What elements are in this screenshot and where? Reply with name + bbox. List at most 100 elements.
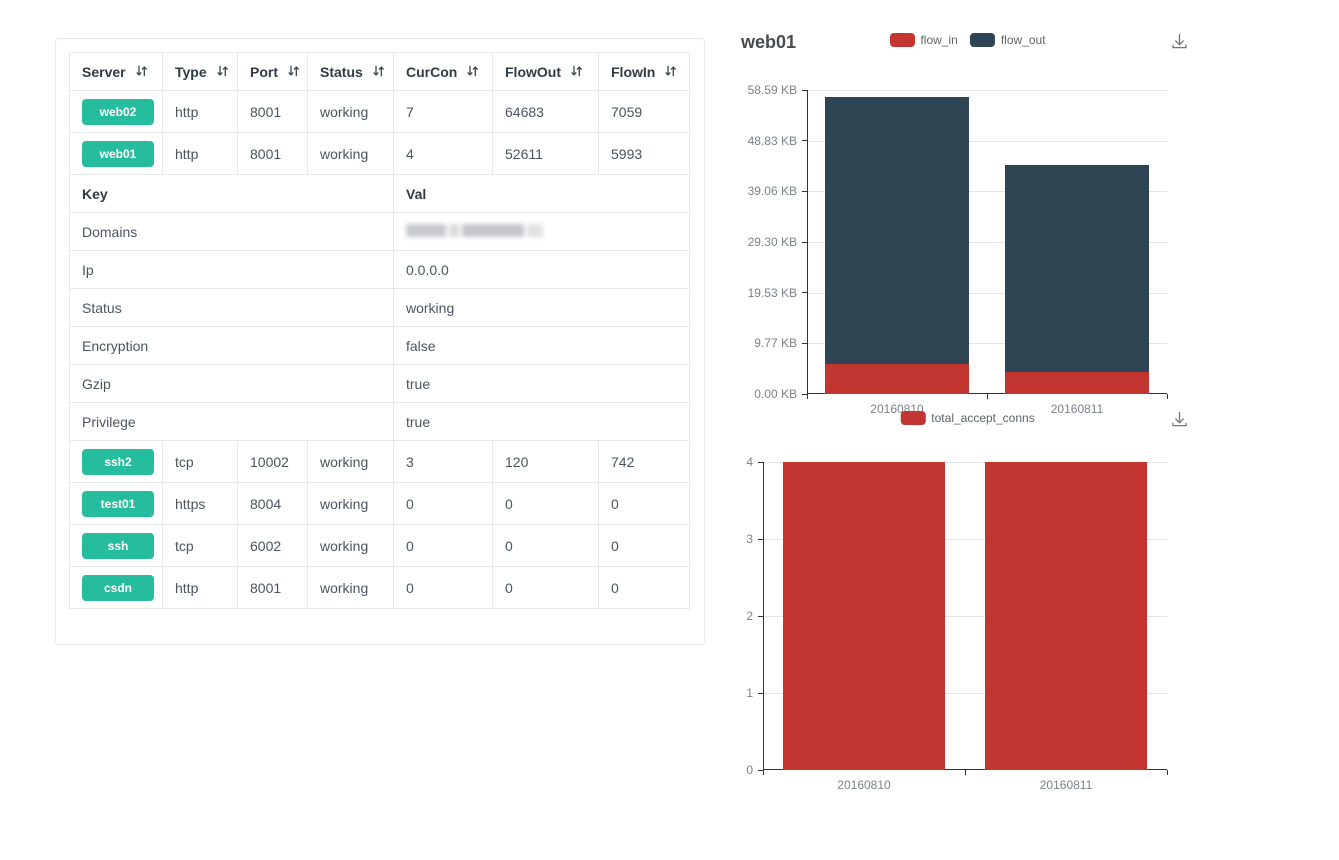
download-icon[interactable] [1171,33,1188,55]
y-axis-line [807,90,808,394]
bar-flow_out-20160810[interactable] [825,97,969,364]
port-cell: 8001 [237,90,308,133]
flowout-cell: 120 [492,440,599,483]
column-header-label: CurCon [406,63,458,80]
server-badge[interactable]: web01 [82,140,154,167]
y-axis-tick-label: 39.06 KB [747,184,797,199]
flowin-cell: 0 [598,524,690,567]
x-axis-tick [1166,394,1168,399]
y-axis-tick [758,692,763,694]
y-axis-tick [758,461,763,463]
gridline [763,693,1167,694]
bar-total_accept_conns-20160810[interactable] [783,462,945,770]
sort-icon[interactable] [287,64,300,80]
type-cell: http [162,132,238,175]
sort-icon[interactable] [466,64,479,80]
status-cell: working [307,524,394,567]
curcon-cell: 4 [393,132,493,175]
y-axis-tick [758,769,763,771]
server-badge[interactable]: web02 [82,98,154,125]
server-cell: web01 [69,132,163,175]
key-val-row: Gzip true [69,364,690,403]
sort-icon[interactable] [372,64,385,80]
legend-label: flow_out [1000,33,1046,47]
legend-item-flow_in[interactable]: flow_in [889,33,958,47]
gridline [807,140,1167,142]
column-header-server[interactable]: Server [69,52,163,91]
status-cell: working [307,90,394,133]
y-axis-tick-label: 58.59 KB [747,83,797,97]
val-cell: true [393,402,690,441]
server-cell: csdn [69,566,163,609]
key-cell: Gzip [69,364,394,403]
val-cell: working [393,288,690,327]
table-row: ssh tcp 6002 working 0 0 0 [69,524,690,567]
key-val-row: Encryption false [69,326,690,365]
y-axis-tick [802,292,807,294]
column-header-type[interactable]: Type [162,52,238,91]
val-cell: false [393,326,690,365]
flowin-cell: 0 [598,566,690,609]
x-axis-tick [806,394,808,399]
column-header-label: Status [320,63,363,80]
sort-icon[interactable] [135,64,148,80]
chart-title: web01 [741,32,797,52]
sort-icon[interactable] [664,64,677,80]
x-axis-tick [964,770,966,775]
val-header: Val [393,174,690,213]
column-header-flowout[interactable]: FlowOut [492,52,599,91]
sort-icon[interactable] [216,64,229,80]
y-axis-tick-label: 0 [746,763,753,777]
server-badge[interactable]: ssh2 [82,448,154,475]
column-header-label: FlowIn [611,63,656,80]
flowout-cell: 52611 [492,132,599,175]
y-axis-tick [758,615,763,617]
server-cell: ssh2 [69,440,163,483]
x-axis-tick [1166,770,1168,775]
sort-icon[interactable] [570,64,583,80]
flowin-cell: 742 [598,440,690,483]
legend-item-total_accept_conns[interactable]: total_accept_conns [900,411,1035,425]
column-header-flowin[interactable]: FlowIn [598,52,690,91]
gridline [807,191,1167,193]
key-val-row: Status working [69,288,690,327]
key-val-section: Key Val Domains Ip 0.0.0.0 Status working Encry… [69,174,690,441]
status-cell: working [307,482,394,525]
server-badge[interactable]: csdn [82,574,154,601]
bar-flow_in-20160810[interactable] [825,363,969,394]
column-header-status[interactable]: Status [307,52,394,91]
column-header-port[interactable]: Port [237,52,308,91]
table-row: web01 http 8001 working 4 52611 5993 [69,132,690,175]
server-badge[interactable]: ssh [82,532,154,559]
server-badge[interactable]: test01 [82,490,154,517]
table-row: test01 https 8004 working 0 0 0 [69,482,690,525]
key-val-header-row: Key Val [69,174,690,213]
flow-chart-plot: 58.59 KB 48.83 KB 39.06 KB 29.30 KB 19.53 KB… [748,83,1168,416]
val-cell: 0.0.0.0 [393,250,690,289]
column-header-curcon[interactable]: CurCon [393,52,493,91]
bar-flow_in-20160811[interactable] [1005,372,1149,394]
y-axis-tick-label: 3 [746,532,753,546]
port-cell: 8001 [237,566,308,609]
val-cell [393,212,690,251]
key-cell: Privilege [69,402,394,441]
flow-chart-legend: flow_in flow_out [889,33,1046,47]
y-axis-tick [802,89,807,91]
download-icon[interactable] [1171,411,1188,433]
conns-chart: total_accept_conns 4 3 2 1 0 20160810 20160811 [735,408,1200,792]
y-axis-tick-label: 0.00 KB [754,387,797,401]
bar-total_accept_conns-20160811[interactable] [985,462,1147,770]
curcon-cell: 0 [393,524,493,567]
port-cell: 8004 [237,482,308,525]
server-rows-top: web02 http 8001 working 7 64683 7059 web01 http 8… [69,90,690,175]
port-cell: 8001 [237,132,308,175]
flow-chart: web01 flow_in flow_out 58.59 KB 48.83 KB 39… [735,30,1200,416]
type-cell: tcp [162,524,238,567]
conns-chart-legend: total_accept_conns [900,411,1035,425]
key-cell: Ip [69,250,394,289]
legend-item-flow_out[interactable]: flow_out [969,33,1046,47]
y-axis-tick-label: 2 [746,609,753,623]
server-table-card: Server Type Port Status CurCon FlowOut FlowIn … [55,38,705,645]
flowin-cell: 0 [598,482,690,525]
bar-flow_out-20160811[interactable] [1005,165,1149,373]
